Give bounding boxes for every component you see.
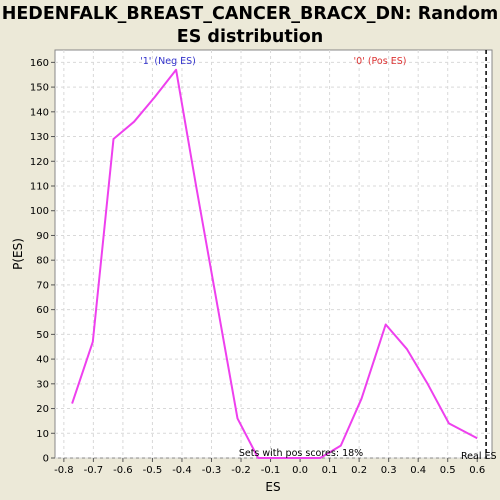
x-tick-label: -0.3 [202,465,222,476]
pos-es-label: '0' (Pos ES) [354,56,407,67]
y-tick-label: 110 [30,182,49,193]
y-tick-label: 0 [43,454,49,465]
y-tick-label: 130 [30,132,49,143]
x-axis: -0.8 -0.7 -0.6 -0.5 -0.4 -0.3 -0.2 -0.1 0.0 0.1 0.… [54,458,485,476]
x-tick-label: 0.3 [381,465,397,476]
chart-title-line2: ES distribution [177,27,323,47]
y-tick-label: 80 [36,256,49,267]
x-tick-label: -0.1 [261,465,281,476]
y-axis: 0 10 20 30 40 50 60 70 80 90 100 110 120 130 140 150 160 [30,58,55,465]
y-tick-label: 60 [36,305,49,316]
neg-es-label: '1' (Neg ES) [140,56,196,67]
x-tick-label: 0.6 [469,465,485,476]
y-tick-label: 40 [36,355,49,366]
y-axis-label: P(ES) [11,238,25,270]
y-tick-label: 30 [36,379,49,390]
x-tick-label: -0.5 [143,465,163,476]
x-tick-label: 0.5 [440,465,456,476]
plot-area [54,49,493,459]
y-tick-label: 120 [30,157,49,168]
x-tick-label: -0.6 [113,465,133,476]
y-tick-label: 90 [36,231,49,242]
x-tick-label: 0.1 [322,465,338,476]
sets-pos-label: Sets with pos scores: 18% [239,448,363,459]
y-tick-label: 100 [30,206,49,217]
x-axis-label: ES [265,480,280,494]
x-tick-label: -0.4 [172,465,192,476]
grid [55,50,492,459]
x-tick-label: 0.2 [351,465,367,476]
y-tick-label: 20 [36,404,49,415]
y-tick-label: 150 [30,83,49,94]
x-tick-label: 0.4 [410,465,426,476]
x-tick-label: -0.2 [231,465,251,476]
x-tick-label: 0.0 [292,465,308,476]
y-tick-label: 50 [36,330,49,341]
chart-title-line1: HEDENFALK_BREAST_CANCER_BRACX_DN: Random [2,4,499,24]
series-line [71,68,478,459]
y-tick-label: 70 [36,280,49,291]
x-tick-label: -0.8 [54,465,74,476]
real-es-label: Real ES [461,451,497,462]
x-tick-label: -0.7 [84,465,104,476]
y-tick-label: 10 [36,429,49,440]
y-tick-label: 140 [30,107,49,118]
y-tick-label: 160 [30,58,49,69]
